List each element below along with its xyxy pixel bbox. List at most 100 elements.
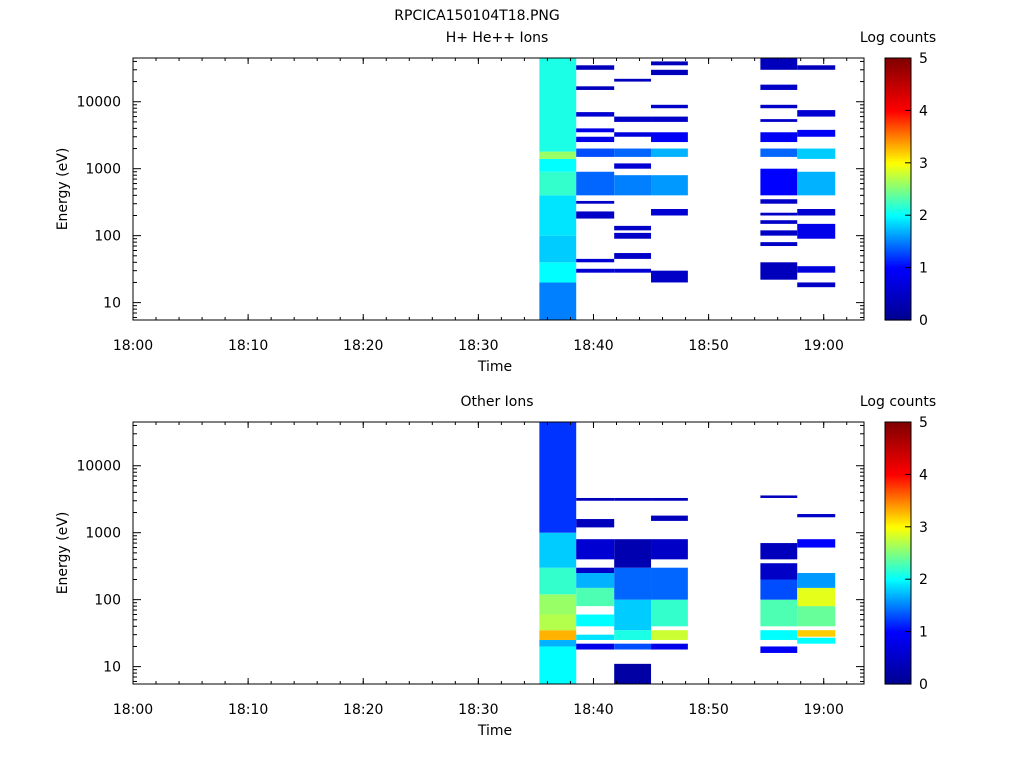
heatmap-cell <box>539 262 577 283</box>
colorbar-segment <box>885 184 911 188</box>
colorbar-segment <box>885 646 911 650</box>
heatmap-cell <box>539 235 577 263</box>
colorbar-segment <box>885 173 911 177</box>
colorbar-segment <box>885 494 911 497</box>
colorbar-segment <box>885 443 911 447</box>
colorbar-segment <box>885 544 911 548</box>
heatmap-column <box>651 497 688 650</box>
colorbar-segment <box>885 428 911 432</box>
colorbar-segment <box>885 140 911 144</box>
colorbar-segment <box>885 302 911 306</box>
heatmap-cell <box>576 587 615 607</box>
heatmap-cell <box>614 643 652 650</box>
heatmap-cell <box>576 258 615 263</box>
heatmap-column <box>614 78 652 273</box>
heatmap-cell <box>651 515 688 521</box>
colorbar-segment <box>885 245 911 249</box>
colorbar-segment <box>885 614 911 617</box>
colorbar-segment <box>885 217 911 221</box>
colorbar-segment <box>885 82 911 85</box>
colorbar-segment <box>885 496 911 500</box>
colorbar-segment <box>885 579 911 582</box>
colorbar-segment <box>885 108 911 111</box>
colorbar-segment <box>885 202 911 205</box>
colorbar-segment <box>885 461 911 465</box>
heatmap-cell <box>576 128 615 133</box>
heatmap-cell <box>797 65 836 70</box>
colorbar-segment <box>885 480 911 484</box>
colorbar-segment <box>885 677 911 681</box>
colorbar-segment <box>885 254 911 258</box>
x-tick-label: 18:30 <box>458 702 498 718</box>
colorbar-tick-label: 3 <box>919 156 928 172</box>
heatmap-cell <box>614 539 652 568</box>
x-tick-label: 18:00 <box>113 338 153 354</box>
colorbar-segment <box>885 226 911 229</box>
colorbar-segment <box>885 223 911 227</box>
colorbar-tick-label: 0 <box>919 677 928 693</box>
heatmap-cell <box>760 599 798 627</box>
heatmap-cell <box>651 148 688 157</box>
colorbar-segment <box>885 62 911 66</box>
heatmap-cell <box>576 211 615 216</box>
heatmap-cell <box>760 119 798 122</box>
heatmap-cell <box>539 151 577 159</box>
colorbar-segment <box>885 60 911 63</box>
colorbar-segment <box>885 58 911 61</box>
heatmap-cell <box>539 614 577 631</box>
colorbar-segment <box>885 474 911 478</box>
heatmap-cell <box>614 163 652 169</box>
colorbar-segment <box>885 644 911 648</box>
heatmap-column <box>614 497 652 684</box>
colorbar-segment <box>885 143 911 146</box>
heatmap-cell <box>539 594 577 615</box>
colorbar-segment <box>885 568 911 572</box>
colorbar-segment <box>885 655 911 659</box>
y-tick-label: 10 <box>103 296 121 312</box>
colorbar-segment <box>885 315 911 319</box>
colorbar-segment <box>885 581 911 585</box>
colorbar-segment <box>885 228 911 232</box>
heatmap-cell <box>576 215 615 219</box>
heatmap-cell <box>614 253 652 259</box>
colorbar-frame <box>884 57 912 321</box>
colorbar-segment <box>885 114 911 118</box>
colorbar-segment <box>885 675 911 679</box>
colorbar-segment <box>885 456 911 460</box>
heatmap-cell <box>797 637 836 644</box>
colorbar-segment <box>885 213 911 216</box>
heatmap-cell <box>539 639 577 647</box>
heatmap-cell <box>797 282 836 288</box>
colorbar-segment <box>885 546 911 550</box>
heatmap-cell <box>576 65 615 70</box>
colorbar-segment <box>885 559 911 563</box>
colorbar-segment <box>885 169 911 173</box>
colorbar-segment <box>885 561 911 565</box>
heatmap-cell <box>797 606 836 627</box>
colorbar-segment <box>885 504 911 508</box>
colorbar-tick-label: 5 <box>919 415 928 431</box>
colorbar-segment <box>885 498 911 502</box>
colorbar-segment <box>885 127 911 131</box>
heatmap-cell <box>576 614 615 627</box>
colorbar-segment <box>885 232 911 236</box>
colorbar-segment <box>885 478 911 482</box>
heatmap-column <box>760 58 798 280</box>
colorbar-segment <box>885 673 911 676</box>
colorbar-segment <box>885 491 911 495</box>
colorbar-segment <box>885 278 911 282</box>
y-tick-label: 100 <box>94 593 121 609</box>
colorbar-segment <box>885 256 911 260</box>
colorbar-segment <box>885 659 911 663</box>
colorbar-segment <box>885 193 911 197</box>
colorbar-tick-label: 0 <box>919 313 928 329</box>
colorbar-segment <box>885 446 911 449</box>
heatmap-cell <box>614 78 652 82</box>
colorbar-segment <box>885 537 911 541</box>
colorbar-segment <box>885 625 911 628</box>
colorbar-segment <box>885 263 911 267</box>
heatmap-cell <box>797 110 836 117</box>
colorbar-segment <box>885 642 911 646</box>
y-axis-label: Energy (eV) <box>55 148 71 231</box>
